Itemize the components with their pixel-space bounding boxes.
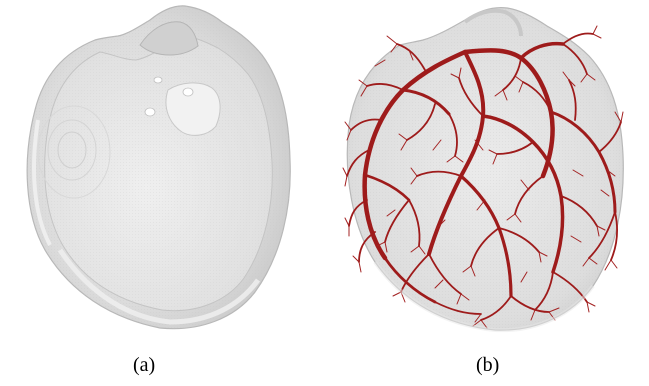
caption-a: (a) xyxy=(133,354,156,376)
vessel-network xyxy=(342,25,624,329)
panel-b-vascular-tree xyxy=(325,0,649,340)
heart-shell-image xyxy=(26,5,291,330)
vascular-tree-image xyxy=(342,7,624,333)
panel-a-heart-shell xyxy=(0,0,320,340)
caption-b: (b) xyxy=(476,354,500,376)
